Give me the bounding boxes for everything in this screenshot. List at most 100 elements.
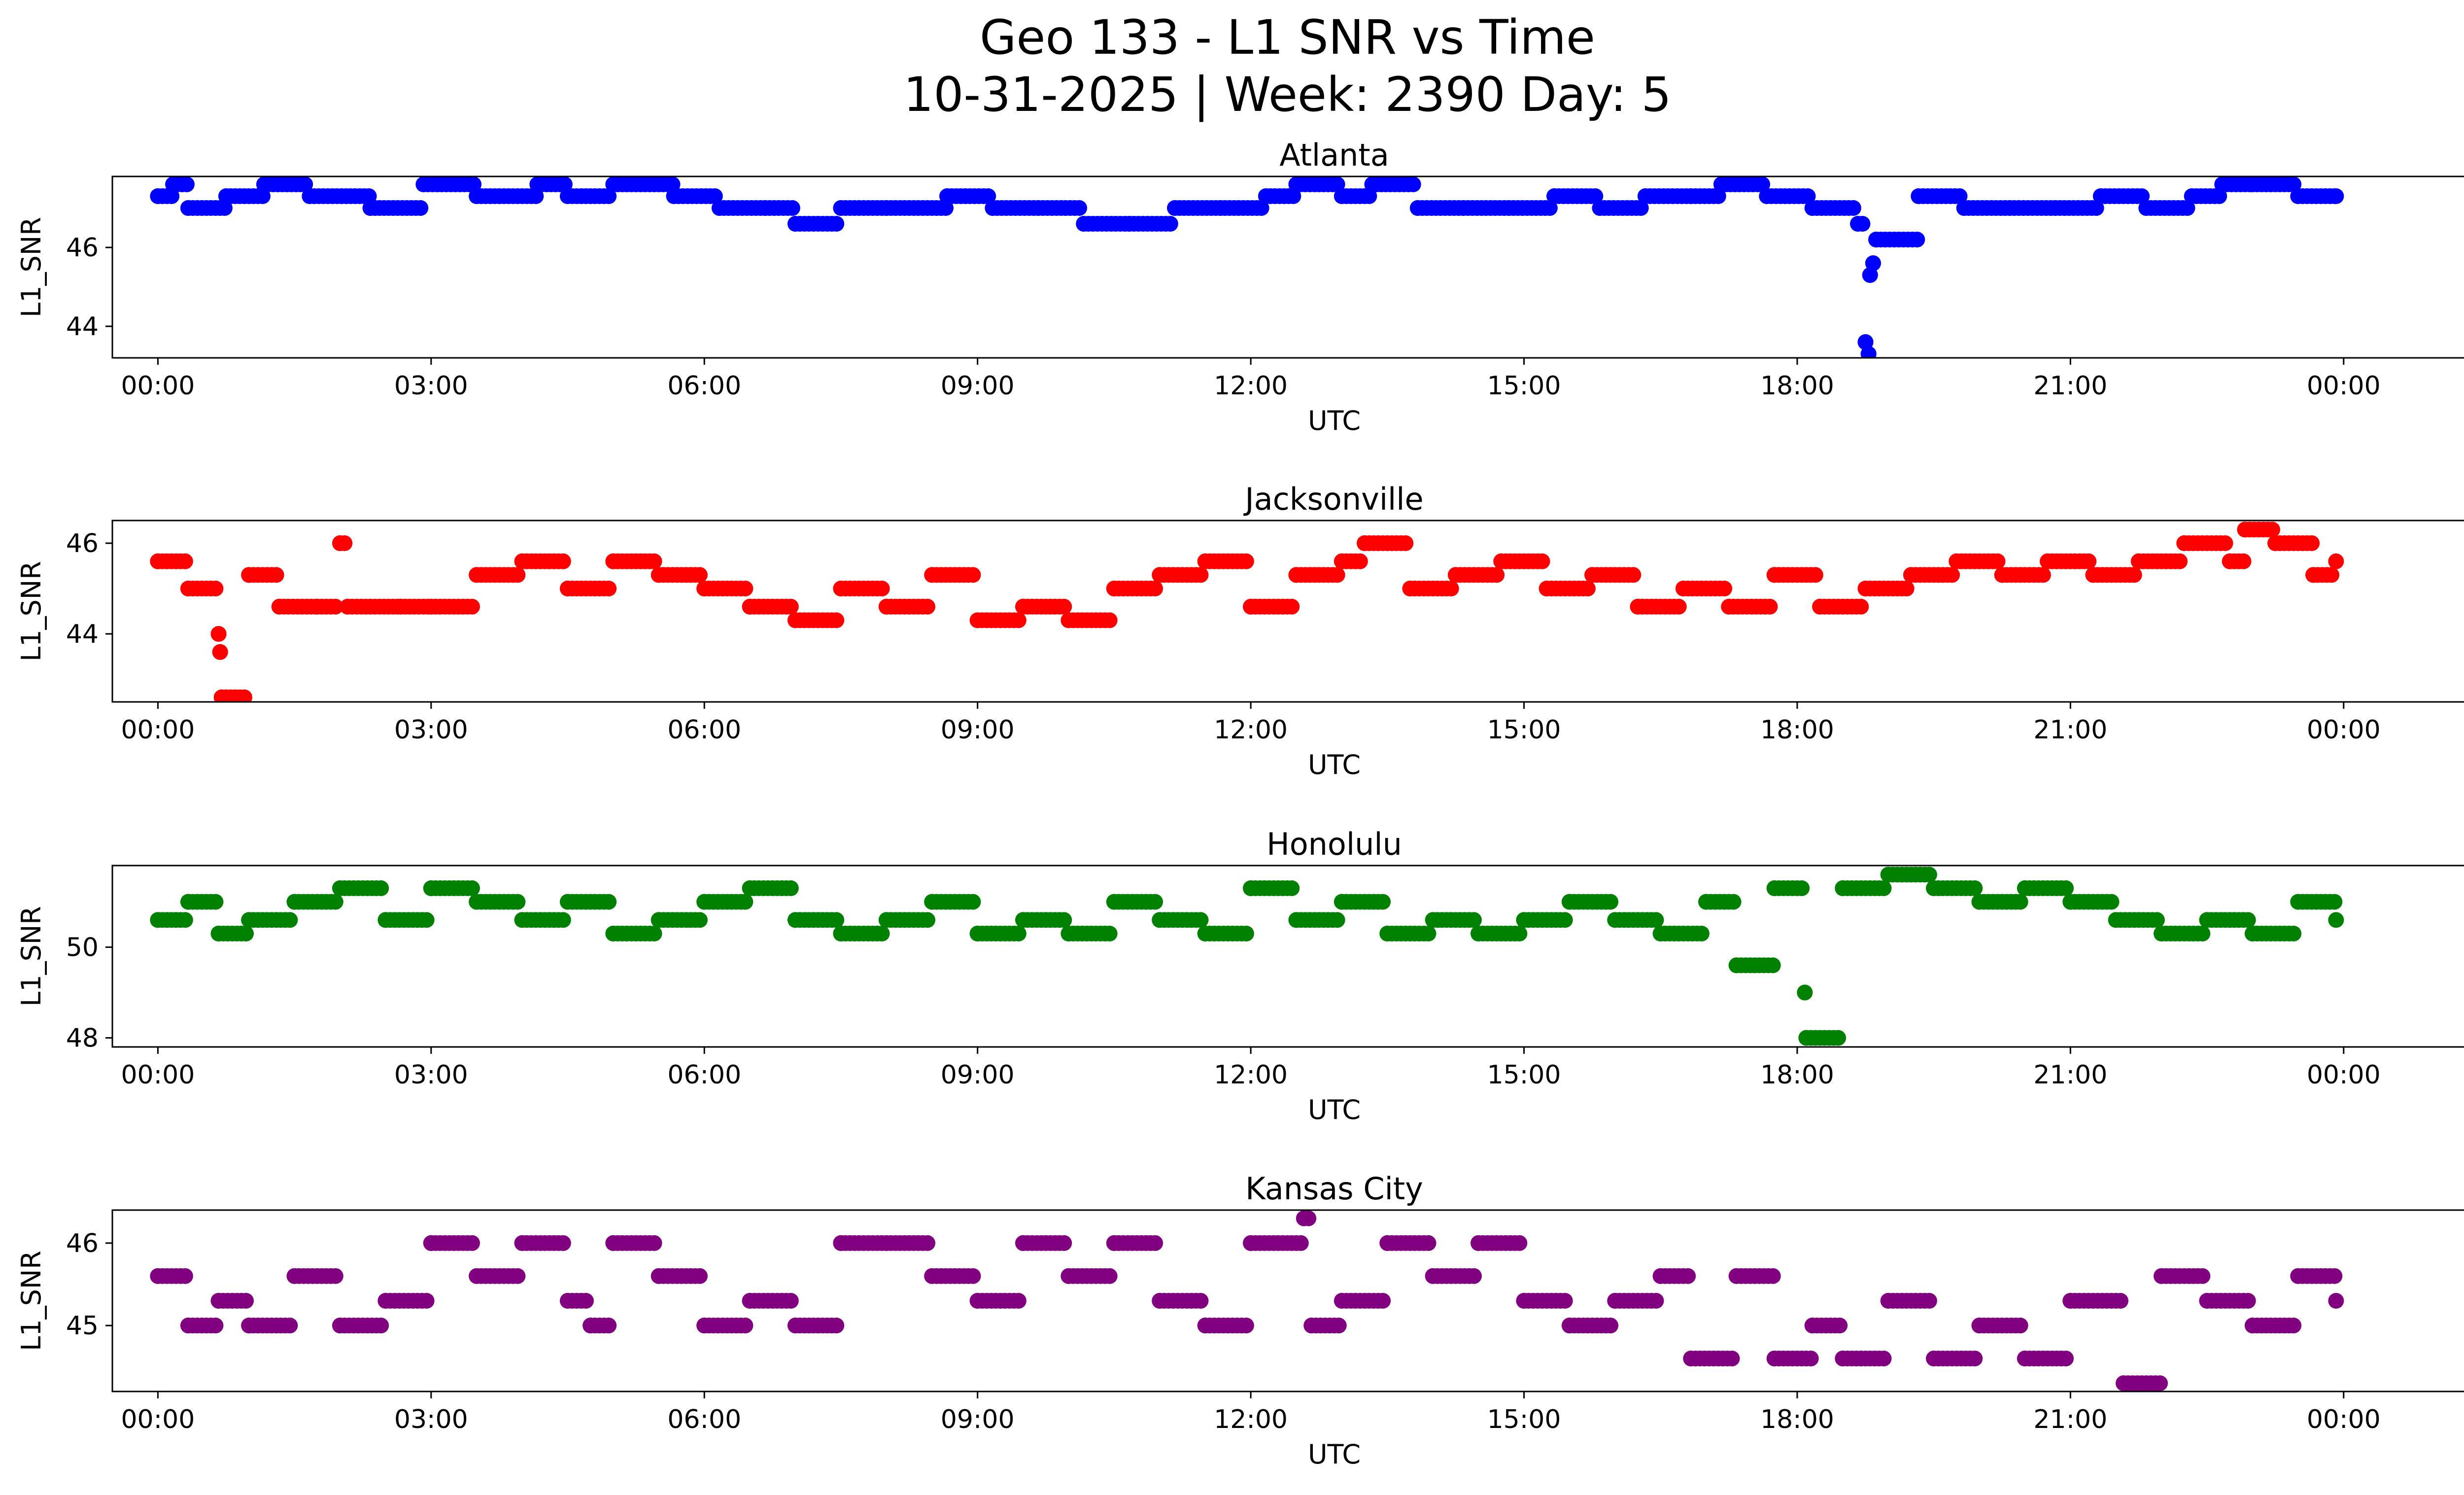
scatter-point <box>601 581 617 596</box>
y-tick-label: 44 <box>66 312 99 342</box>
scatter-point <box>2235 553 2252 569</box>
y-tick-label: 44 <box>66 620 99 649</box>
scatter-point <box>2116 1375 2132 1391</box>
scatter-point <box>238 926 254 941</box>
scatter-point <box>464 880 480 896</box>
scatter-point <box>2217 535 2233 551</box>
x-tick-label: 21:00 <box>2033 1405 2107 1434</box>
scatter-point <box>213 689 230 702</box>
scatter-point <box>2176 535 2192 551</box>
x-tick-label: 00:00 <box>121 715 195 745</box>
x-tick-label: 00:00 <box>121 1405 195 1434</box>
x-tick-label: 09:00 <box>941 1405 1015 1434</box>
x-tick-label: 09:00 <box>941 1060 1015 1090</box>
scatter-point <box>207 581 224 596</box>
scatter-point <box>529 176 546 192</box>
scatter-point <box>555 912 571 928</box>
scatter-point <box>650 567 667 583</box>
scatter-point <box>1607 1293 1623 1309</box>
y-tick-label: 46 <box>66 233 99 263</box>
scatter-point <box>646 926 662 941</box>
scatter-point <box>737 1318 753 1334</box>
scatter-series-kansas-city <box>150 1210 2344 1391</box>
scatter-point <box>787 912 804 928</box>
x-tick-label: 03:00 <box>394 1060 468 1090</box>
scatter-point <box>2130 553 2147 569</box>
scatter-point <box>1101 1268 1118 1284</box>
scatter-point <box>1857 581 1874 596</box>
scatter-point <box>1804 1318 1820 1334</box>
scatter-point <box>1557 912 1573 928</box>
scatter-point <box>514 912 530 928</box>
scatter-point <box>1106 581 1122 596</box>
scatter-point <box>1061 1268 1077 1284</box>
scatter-point <box>2211 188 2227 204</box>
x-tick-label: 15:00 <box>1487 1060 1561 1090</box>
scatter-series-atlanta <box>150 176 2344 358</box>
scatter-point <box>969 1293 986 1309</box>
scatter-point <box>1804 200 1820 216</box>
scatter-point <box>2244 1318 2260 1334</box>
scatter-point <box>2194 1268 2211 1284</box>
scatter-point <box>1794 880 1810 896</box>
scatter-point <box>2240 1293 2256 1309</box>
scatter-point <box>737 581 753 596</box>
scatter-point <box>924 894 940 910</box>
scatter-point <box>1710 188 1726 204</box>
scatter-point <box>1010 926 1027 941</box>
scatter-point <box>415 176 432 192</box>
scatter-point <box>1303 1318 1320 1334</box>
scatter-point <box>1238 553 1254 569</box>
scatter-point <box>1994 567 2010 583</box>
scatter-point <box>582 1318 599 1334</box>
scatter-point <box>180 200 197 216</box>
scatter-point <box>646 553 662 569</box>
scatter-point <box>1876 880 1892 896</box>
scatter-point <box>327 598 343 615</box>
scatter-point <box>1402 581 1418 596</box>
scatter-point <box>828 912 845 928</box>
scatter-point <box>556 176 573 192</box>
x-tick-label: 03:00 <box>394 1405 468 1434</box>
scatter-point <box>2327 894 2343 910</box>
scatter-point <box>1243 1235 1259 1251</box>
scatter-point <box>1862 267 1878 283</box>
scatter-point <box>1903 567 1919 583</box>
scatter-point <box>238 1293 254 1309</box>
scatter-point <box>150 912 166 928</box>
scatter-point <box>757 200 773 216</box>
scatter-point <box>332 535 348 551</box>
axes-frame-kansas-city <box>111 1209 2464 1392</box>
x-tick-label: 18:00 <box>1760 1060 1834 1090</box>
y-axis-label: L1_SNR <box>16 561 47 661</box>
scatter-point <box>1989 553 2006 569</box>
scatter-point <box>373 1318 389 1334</box>
scatter-point <box>2290 894 2306 910</box>
scatter-point <box>1361 188 1377 204</box>
scatter-point <box>605 1235 621 1251</box>
scatter-point <box>1331 1318 1347 1334</box>
scatter-point <box>510 1268 526 1284</box>
scatter-point <box>150 1268 166 1284</box>
scatter-point <box>2172 553 2188 569</box>
y-axis-label: L1_SNR <box>16 906 47 1007</box>
scatter-point <box>920 912 936 928</box>
figure-title-line2: 10-31-2025 | Week: 2390 Day: 5 <box>903 67 1672 122</box>
x-axis-label: UTC <box>1308 1439 1361 1470</box>
scatter-point <box>466 176 482 192</box>
scatter-point <box>373 880 389 896</box>
scatter-point <box>833 1235 849 1251</box>
scatter-point <box>1061 926 1077 941</box>
scatter-point <box>560 894 576 910</box>
scatter-point <box>1296 1210 1312 1226</box>
scatter-point <box>1876 1351 1892 1367</box>
x-tick-label: 18:00 <box>1760 1405 1834 1434</box>
scatter-point <box>560 188 576 204</box>
scatter-point <box>393 598 409 615</box>
scatter-point <box>286 1268 303 1284</box>
y-tick-label: 46 <box>66 1229 99 1258</box>
scatter-point <box>937 200 954 216</box>
scatter-point <box>216 200 233 216</box>
scatter-point <box>210 926 227 941</box>
scatter-point <box>742 598 758 615</box>
